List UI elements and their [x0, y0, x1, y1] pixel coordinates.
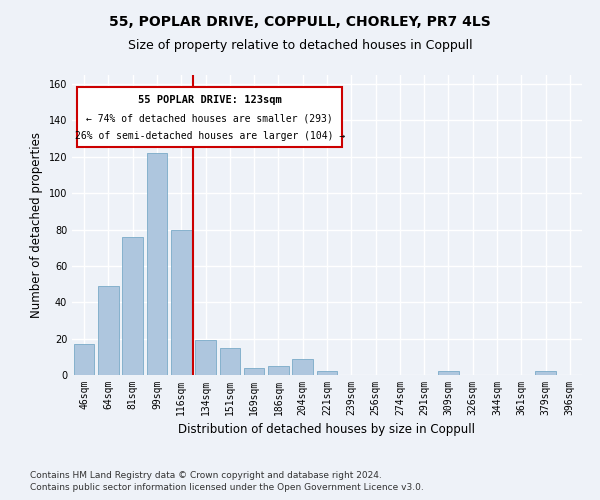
Y-axis label: Number of detached properties: Number of detached properties — [30, 132, 43, 318]
Bar — [268, 366, 289, 375]
Bar — [122, 237, 143, 375]
Bar — [292, 358, 313, 375]
Text: Size of property relative to detached houses in Coppull: Size of property relative to detached ho… — [128, 39, 472, 52]
Bar — [146, 153, 167, 375]
FancyBboxPatch shape — [77, 87, 342, 147]
Bar — [74, 344, 94, 375]
Text: Contains public sector information licensed under the Open Government Licence v3: Contains public sector information licen… — [30, 484, 424, 492]
Text: Contains HM Land Registry data © Crown copyright and database right 2024.: Contains HM Land Registry data © Crown c… — [30, 471, 382, 480]
Bar — [317, 372, 337, 375]
Bar — [438, 372, 459, 375]
Bar — [98, 286, 119, 375]
Text: 26% of semi-detached houses are larger (104) →: 26% of semi-detached houses are larger (… — [74, 131, 345, 141]
Bar — [195, 340, 216, 375]
Bar — [535, 372, 556, 375]
Text: 55, POPLAR DRIVE, COPPULL, CHORLEY, PR7 4LS: 55, POPLAR DRIVE, COPPULL, CHORLEY, PR7 … — [109, 15, 491, 29]
Bar — [244, 368, 265, 375]
Text: ← 74% of detached houses are smaller (293): ← 74% of detached houses are smaller (29… — [86, 113, 333, 123]
Text: 55 POPLAR DRIVE: 123sqm: 55 POPLAR DRIVE: 123sqm — [138, 95, 281, 105]
Bar — [171, 230, 191, 375]
Bar — [220, 348, 240, 375]
X-axis label: Distribution of detached houses by size in Coppull: Distribution of detached houses by size … — [179, 424, 476, 436]
